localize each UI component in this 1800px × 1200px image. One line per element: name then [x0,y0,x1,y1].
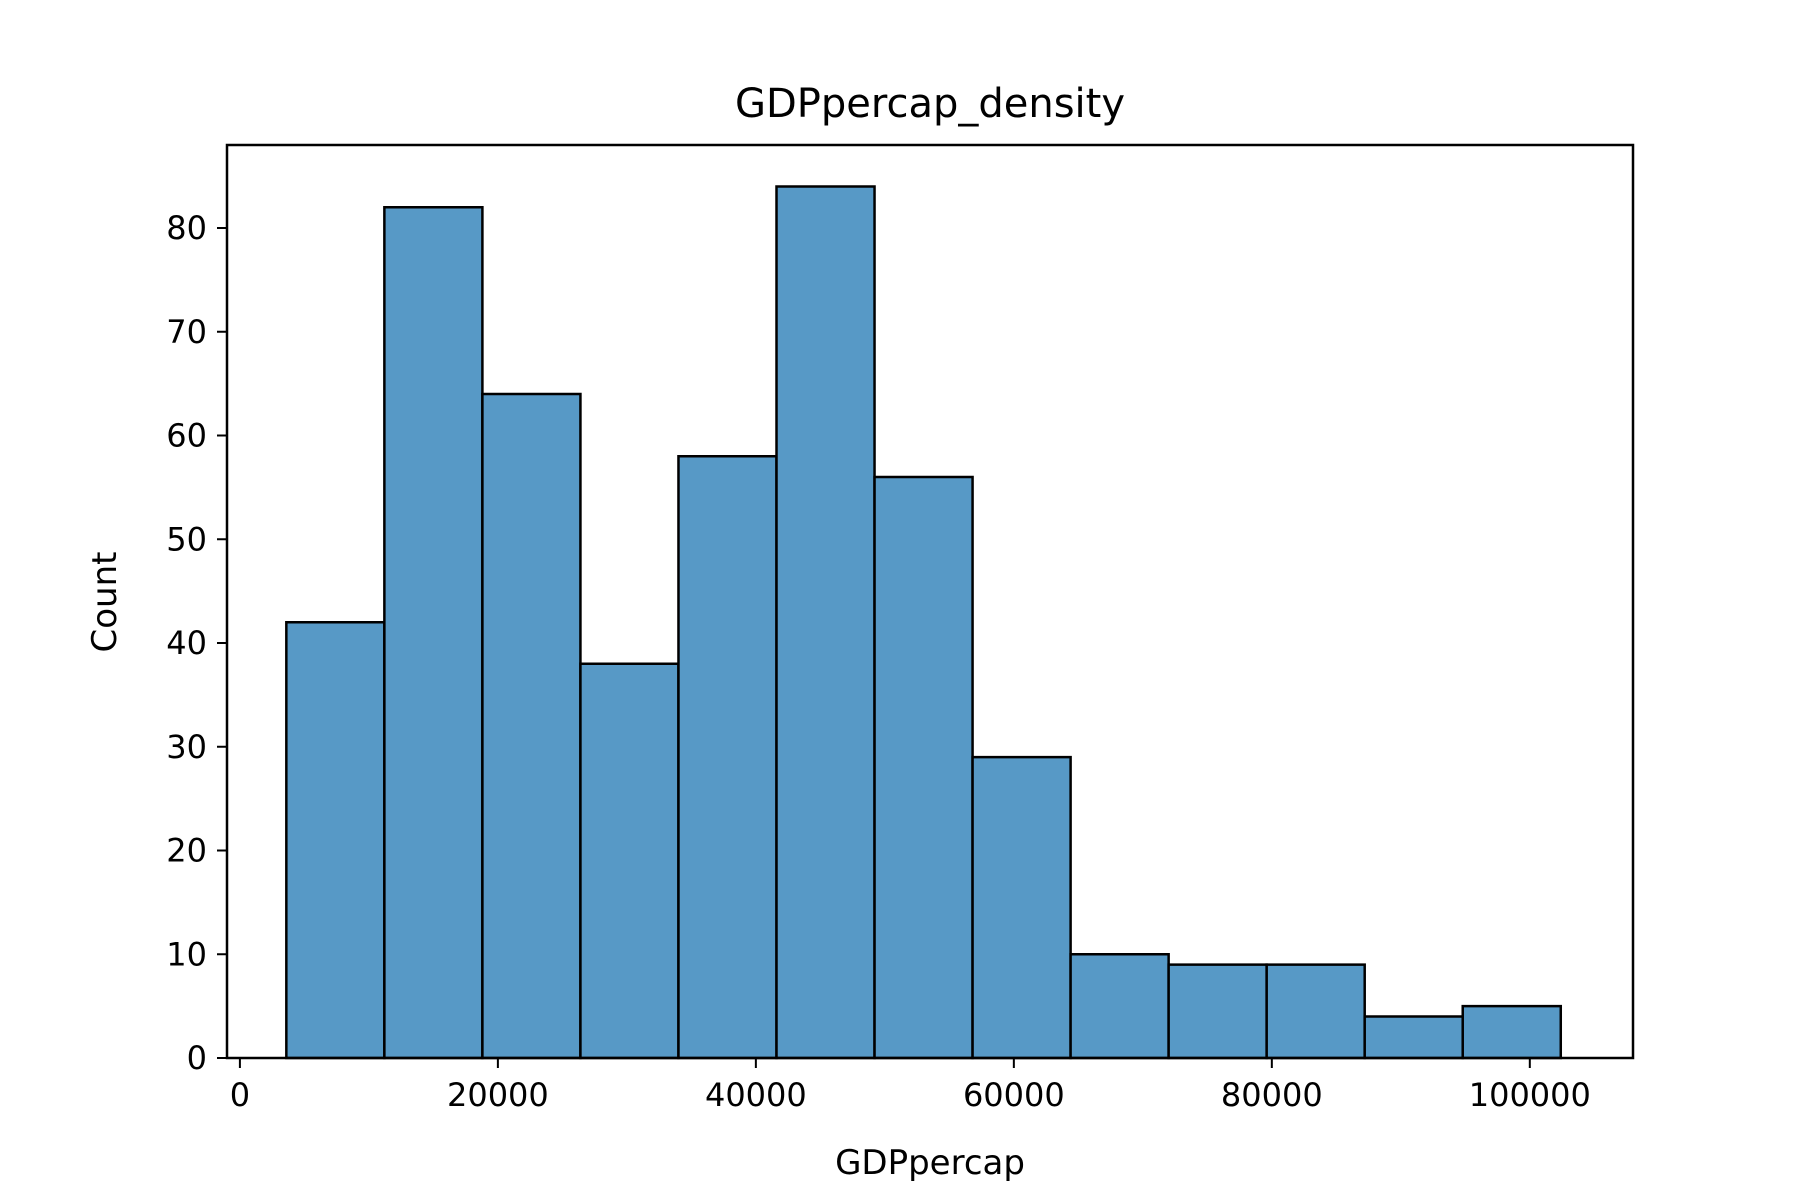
y-tick-label: 0 [187,1039,207,1077]
y-tick-label: 20 [166,832,207,870]
x-tick-label: 20000 [447,1076,549,1114]
histogram-bar [971,755,1072,1060]
y-tick-label: 80 [166,209,207,247]
histogram-bar [383,206,484,1060]
x-tick-label: 40000 [705,1076,807,1114]
histogram-bar [481,392,582,1060]
x-tick-label: 0 [230,1076,250,1114]
y-tick-label: 40 [166,624,207,662]
x-axis: 0 20000 40000 60000 80000 100000 [230,1058,1591,1114]
y-tick-label: 10 [166,935,207,973]
y-tick-label: 50 [166,520,207,558]
histogram-bar [579,662,680,1060]
y-axis: 0 10 20 30 40 50 60 70 80 [166,209,227,1077]
histogram-bar [1461,1004,1563,1060]
histogram-bar [1069,953,1170,1060]
histogram-bar [873,475,974,1060]
plot-area-frame [225,143,1635,1060]
bars-group [285,185,1563,1060]
chart-title: GDPpercap_density [735,81,1125,127]
histogram-bar [1167,963,1268,1060]
x-tick-label: 80000 [1221,1076,1323,1114]
histogram-bar [1363,1015,1464,1060]
histogram-bar [677,455,778,1060]
y-tick-label: 30 [166,728,207,766]
x-axis-label: GDPpercap [835,1143,1025,1183]
y-axis-label: Count [85,552,125,653]
histogram-bar [1265,963,1366,1060]
x-tick-label: 60000 [963,1076,1065,1114]
histogram-bar [285,621,386,1060]
x-tick-label: 100000 [1469,1076,1591,1114]
y-tick-label: 70 [166,313,207,351]
histogram-bar [775,185,876,1060]
y-tick-label: 60 [166,417,207,455]
